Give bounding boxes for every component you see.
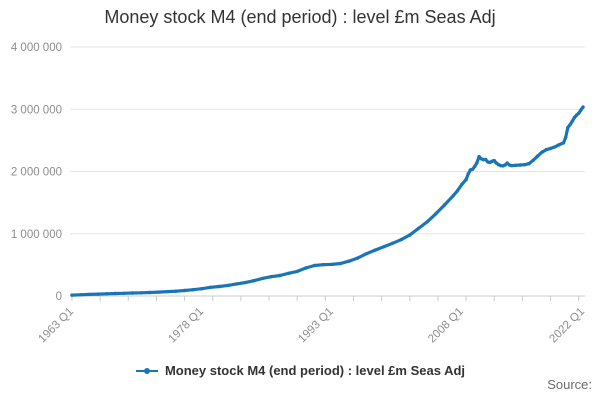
series-point-marker [557, 143, 561, 147]
series-point-marker [217, 284, 221, 289]
series-point-marker [278, 273, 282, 278]
series-point-marker [122, 291, 126, 295]
series-point-marker [570, 119, 574, 124]
series-point-marker [561, 141, 566, 145]
series-point-marker [87, 292, 92, 297]
series-point-marker [148, 290, 152, 295]
series-point-marker [455, 189, 460, 193]
series-point-marker [572, 116, 576, 120]
series-point-marker [79, 293, 83, 297]
legend-line-marker-icon [135, 367, 158, 374]
series-point-marker [540, 150, 544, 154]
series-point-marker [104, 292, 109, 296]
plot-area: 0 1 000 000 2 000 000 3 000 000 4 000 000 196… [11, 42, 587, 346]
series-point-marker [531, 158, 535, 162]
series-point-marker [364, 252, 369, 256]
series-point-marker [286, 271, 291, 275]
series-point-marker [527, 162, 531, 166]
series-point-marker [477, 154, 481, 159]
series-point-marker [574, 113, 579, 117]
chart-title: Money stock M4 (end period) : level £m S… [104, 7, 496, 27]
series-point-marker [483, 157, 488, 162]
series-point-marker [470, 167, 475, 171]
series-point-marker [338, 261, 343, 266]
series-point-marker [568, 123, 572, 127]
y-axis-tick-label: 1 000 000 [11, 229, 62, 241]
series-point-marker [518, 163, 522, 167]
x-axis-tick-label: 1963 Q1 [36, 306, 76, 346]
series-point-marker [226, 283, 230, 288]
series-point-marker [70, 293, 74, 297]
series-point-marker [113, 291, 118, 296]
series-point-marker [553, 145, 557, 149]
series-point-marker [466, 172, 470, 176]
source-label: Source: [547, 377, 592, 392]
series-point-marker [373, 248, 377, 252]
series-point-marker [451, 194, 455, 198]
series-point-marker [544, 148, 548, 152]
y-axis-tick-label: 3 000 000 [11, 104, 62, 116]
series-point-marker [399, 238, 403, 242]
x-axis-tick-label: 2022 Q1 [547, 306, 587, 346]
series-point-marker [408, 233, 412, 237]
series-point-marker [579, 108, 583, 112]
series-point-marker [200, 287, 204, 291]
y-axis-tick-label: 2 000 000 [11, 167, 62, 179]
series-point-marker [139, 291, 143, 295]
series-point-marker [566, 125, 570, 130]
series-point-marker [330, 262, 334, 267]
series-point-marker [356, 256, 360, 260]
series-point-marker [191, 288, 195, 292]
series-point-marker [130, 291, 135, 295]
series-point-marker [577, 111, 581, 116]
series-point-marker [522, 163, 527, 167]
x-axis-tick-label: 1978 Q1 [166, 306, 206, 346]
series-point-marker [475, 161, 479, 165]
series-point-marker [174, 289, 178, 293]
series-point-marker [208, 285, 213, 289]
series-point-marker [390, 241, 395, 245]
x-axis-tick-label: 2008 Q1 [426, 306, 466, 346]
legend-label: Money stock M4 (end period) : level £m S… [164, 363, 466, 378]
series-point-marker [234, 282, 239, 286]
series-point-marker [182, 288, 187, 293]
y-axis-tick-label: 0 [56, 291, 62, 303]
series-point-marker [260, 276, 265, 281]
series-point-marker [243, 280, 247, 285]
x-axis-tick-label: 1993 Q1 [296, 306, 336, 346]
legend-marker-dot [143, 367, 150, 374]
series-point-marker [382, 245, 386, 249]
series-point-marker [312, 263, 317, 268]
series-point-marker [564, 135, 568, 139]
series-point-marker [347, 259, 351, 263]
series-point-marker [464, 177, 468, 182]
series-point-marker [514, 163, 518, 167]
series-point-marker [492, 158, 496, 163]
series-point-marker [304, 266, 308, 270]
series-point-marker [425, 220, 429, 224]
series-point-marker [581, 105, 585, 109]
series-point-marker [156, 290, 161, 294]
series-point-marker [416, 226, 421, 231]
series-point-marker [505, 161, 509, 165]
series-point-marker [269, 275, 273, 279]
series-point-marker [295, 269, 299, 274]
series-point-marker [460, 182, 464, 187]
series-point-marker [252, 279, 256, 283]
series-point-marker [473, 164, 477, 169]
series-line [70, 105, 585, 297]
series-point-marker [509, 163, 514, 168]
y-axis-tick-label: 4 000 000 [11, 42, 62, 54]
series-point-marker [535, 154, 540, 158]
series-point-marker [321, 263, 325, 267]
series-point-marker [548, 146, 553, 151]
series-point-marker [442, 203, 447, 207]
series-point-marker [434, 212, 438, 216]
legend-item[interactable]: Money stock M4 (end period) : level £m S… [0, 363, 600, 378]
series-point-marker [165, 289, 169, 294]
series-point-marker [96, 292, 100, 296]
